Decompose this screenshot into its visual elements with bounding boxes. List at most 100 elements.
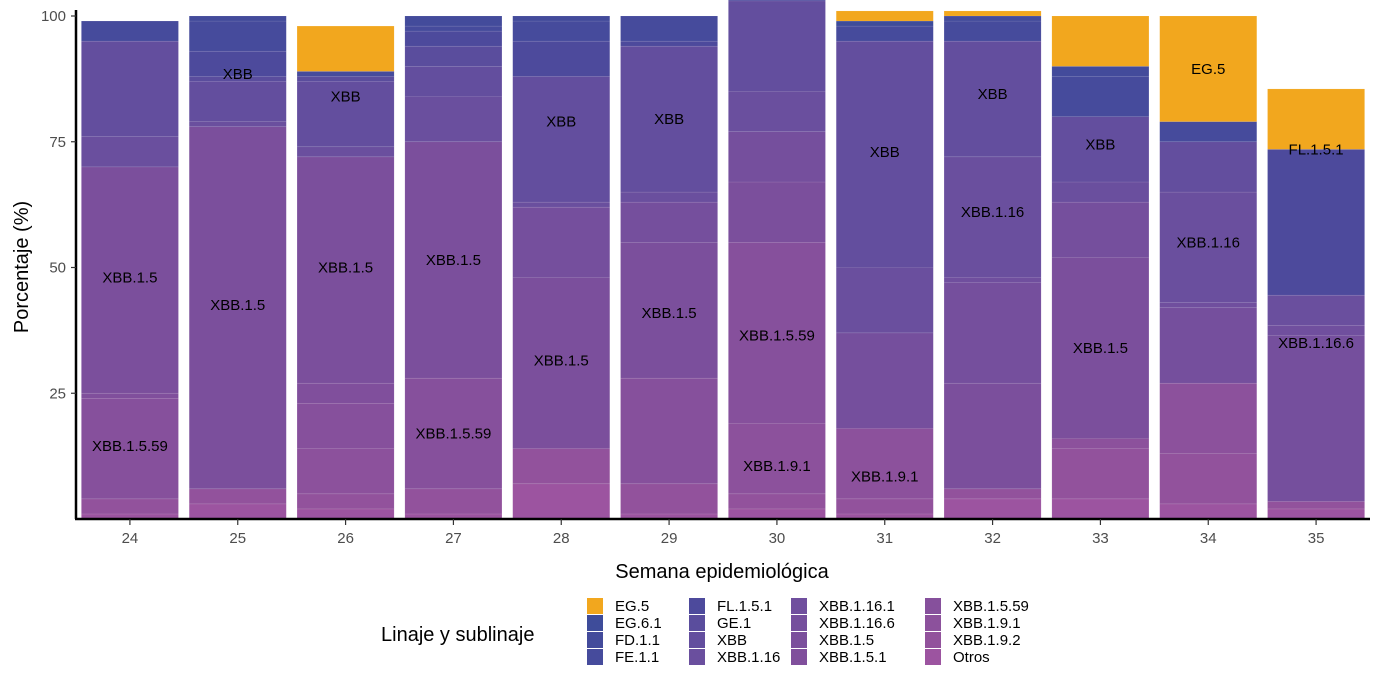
bar-segment-28-xbb-1-16-6 bbox=[512, 206, 611, 278]
y-axis-title: Porcentaje (%) bbox=[11, 201, 33, 333]
bar-segment-25-xbb bbox=[188, 81, 287, 122]
segment-label-26-xbb: XBB bbox=[331, 88, 361, 105]
bar-segment-25-otros bbox=[188, 503, 287, 520]
legend-label-xbb: XBB bbox=[717, 632, 747, 649]
segment-label-32-xbb-1-16: XBB.1.16 bbox=[961, 204, 1024, 221]
bar-segment-26-ge-1 bbox=[296, 76, 395, 82]
bar-segment-30-xbb-1-9-1 bbox=[728, 423, 826, 495]
segment-label-28-xbb-1-5: XBB.1.5 bbox=[534, 353, 589, 370]
bar-segment-32-xbb-1-16-1 bbox=[943, 277, 1042, 283]
bar-segment-24-xbb bbox=[81, 40, 179, 138]
bar-segment-27-xbb bbox=[404, 66, 503, 97]
bar-segment-29-xbb-1-9-2 bbox=[620, 483, 718, 515]
bar-segment-35-eg-5 bbox=[1267, 88, 1365, 150]
x-tick-label-32: 32 bbox=[984, 530, 1001, 547]
legend-swatch-xbb-1-5-59 bbox=[925, 598, 941, 614]
bar-segment-31-xbb bbox=[835, 40, 934, 268]
bar-segment-34-xbb-1-16-1 bbox=[1159, 302, 1258, 309]
x-tick-label-29: 29 bbox=[661, 530, 678, 547]
bar-segment-29-xbb-1-5-59 bbox=[620, 377, 718, 485]
segment-label-33-xbb: XBB bbox=[1085, 136, 1115, 153]
bar-segment-32-xbb bbox=[943, 40, 1042, 158]
bar-segment-26-xbb-1-5-1 bbox=[296, 382, 395, 404]
legend-swatch-xbb-1-16 bbox=[689, 649, 705, 665]
legend: Linaje y sublinaje EG.5EG.6.1FD.1.1FE.1.… bbox=[381, 598, 1029, 666]
segment-labels-layer: XBB.1.5.59 XBB.1.5 XBB XBB.1.5 XBB XBB.1.5 XBB… bbox=[92, 61, 1354, 485]
y-tick-label-100: 100 bbox=[41, 8, 66, 25]
legend-label-xbb-1-5-59: XBB.1.5.59 bbox=[953, 598, 1029, 615]
bar-segment-24-xbb-1-5-59 bbox=[81, 397, 179, 500]
x-tick-label-33: 33 bbox=[1092, 530, 1109, 547]
bar-segment-25-xbb-1-16 bbox=[188, 121, 287, 127]
bar-segment-27-fd-1-1 bbox=[404, 15, 503, 27]
bar-segment-31-eg-6-1 bbox=[835, 20, 934, 27]
legend-label-fe-1-1: FE.1.1 bbox=[615, 649, 659, 666]
x-tick-label-27: 27 bbox=[445, 530, 462, 547]
bar-segment-32-fd-1-1 bbox=[943, 15, 1042, 22]
legend-label-xbb-1-5: XBB.1.5 bbox=[819, 632, 874, 649]
bar-segment-24-xbb-1-5 bbox=[81, 166, 179, 394]
legend-swatch-xbb-1-9-2 bbox=[925, 632, 941, 648]
bar-segment-34-xbb-1-16 bbox=[1159, 191, 1258, 304]
bar-segment-25-fe-1-1 bbox=[188, 20, 287, 52]
bar-segment-32-xbb-1-9-2 bbox=[943, 488, 1042, 500]
bar-segment-32-otros bbox=[943, 498, 1042, 520]
bar-segment-28-xbb-1-9-2 bbox=[512, 448, 611, 485]
legend-swatch-xbb-1-9-1 bbox=[925, 615, 941, 631]
bar-segment-24-xbb-1-5-1 bbox=[81, 392, 179, 399]
segment-label-24-xbb-1-5: XBB.1.5 bbox=[102, 270, 157, 287]
segment-label-25-xbb-1-5: XBB.1.5 bbox=[210, 297, 265, 314]
segment-label-31-xbb-1-9-1: XBB.1.9.1 bbox=[851, 468, 919, 485]
legend-label-xbb-1-9-1: XBB.1.9.1 bbox=[953, 615, 1021, 632]
bar-segment-25-xbb-1-9-2 bbox=[188, 488, 287, 505]
bar-segment-30-xbb bbox=[728, 0, 826, 92]
bar-segment-31-xbb-1-16 bbox=[835, 267, 934, 334]
bar-segment-34-xbb-1-9-2 bbox=[1159, 453, 1258, 505]
bar-segment-32-xbb-1-16-6 bbox=[943, 282, 1042, 384]
bar-segment-34-xbb bbox=[1159, 141, 1258, 193]
legend-swatch-xbb-1-5-1 bbox=[791, 649, 807, 665]
bar-segment-26-eg-5 bbox=[296, 25, 395, 72]
segment-label-29-xbb-1-5: XBB.1.5 bbox=[642, 305, 697, 322]
legend-swatch-xbb-1-5 bbox=[791, 632, 807, 648]
x-ticks-layer: 24 25 26 27 28 29 30 31 32 33 34 35 bbox=[122, 519, 1324, 547]
bar-segment-35-xbb-1-16-1 bbox=[1267, 325, 1365, 336]
segment-label-33-xbb-1-5: XBB.1.5 bbox=[1073, 340, 1128, 357]
bar-segment-31-xbb-1-9-1 bbox=[835, 428, 934, 500]
bar-segment-30-xbb-1-9-2 bbox=[728, 493, 826, 510]
segment-label-34-eg-5: EG.5 bbox=[1191, 61, 1225, 78]
y-tick-label-25: 25 bbox=[49, 385, 66, 402]
bar-segment-28-otros bbox=[512, 483, 611, 520]
bar-segment-28-xbb-1-5 bbox=[512, 277, 611, 449]
bar-segment-26-otros bbox=[296, 508, 395, 520]
legend-swatch-eg-5 bbox=[587, 598, 603, 614]
bar-segment-35-fl-1-5-1 bbox=[1267, 149, 1365, 296]
bar-segment-34-fe-1-1 bbox=[1159, 121, 1258, 143]
segment-label-35-fl-1-5-1: FL.1.5.1 bbox=[1289, 141, 1344, 158]
bar-segment-27-xbb-1-5-59 bbox=[404, 377, 503, 490]
legend-label-fl-1-5-1: FL.1.5.1 bbox=[717, 598, 772, 615]
legend-label-ge-1: GE.1 bbox=[717, 615, 751, 632]
legend-swatch-fd-1-1 bbox=[587, 632, 603, 648]
bar-segment-26-xbb-1-9-2 bbox=[296, 493, 395, 510]
legend-label-eg-6-1: EG.6.1 bbox=[615, 615, 662, 632]
x-tick-label-28: 28 bbox=[553, 530, 570, 547]
segment-label-25-xbb: XBB bbox=[223, 66, 253, 83]
bar-segment-27-ge-1 bbox=[404, 45, 503, 67]
segment-label-26-xbb-1-5: XBB.1.5 bbox=[318, 260, 373, 277]
bar-segment-32-xbb-1-5 bbox=[943, 382, 1042, 490]
bar-segment-29-xbb-1-16-6 bbox=[620, 201, 718, 243]
bar-segment-27-fl-1-5-1 bbox=[404, 30, 503, 47]
bar-segment-31-xbb-1-16-6 bbox=[835, 332, 934, 429]
bar-segment-28-xbb bbox=[512, 76, 611, 203]
bar-segment-33-xbb-1-9-1 bbox=[1051, 438, 1150, 449]
bar-segment-31-xbb-1-9-2 bbox=[835, 498, 934, 515]
bar-segment-29-fe-1-1 bbox=[620, 15, 718, 42]
x-tick-label-30: 30 bbox=[769, 530, 786, 547]
bar-segment-30-xbb-1-16-6 bbox=[728, 131, 826, 183]
y-tick-label-50: 50 bbox=[49, 260, 66, 277]
segment-label-29-xbb: XBB bbox=[654, 111, 684, 128]
bar-segment-29-xbb-1-5 bbox=[620, 242, 718, 379]
segment-label-32-xbb: XBB bbox=[978, 86, 1008, 103]
segment-label-35-xbb-1-16-6: XBB.1.16.6 bbox=[1278, 335, 1354, 352]
